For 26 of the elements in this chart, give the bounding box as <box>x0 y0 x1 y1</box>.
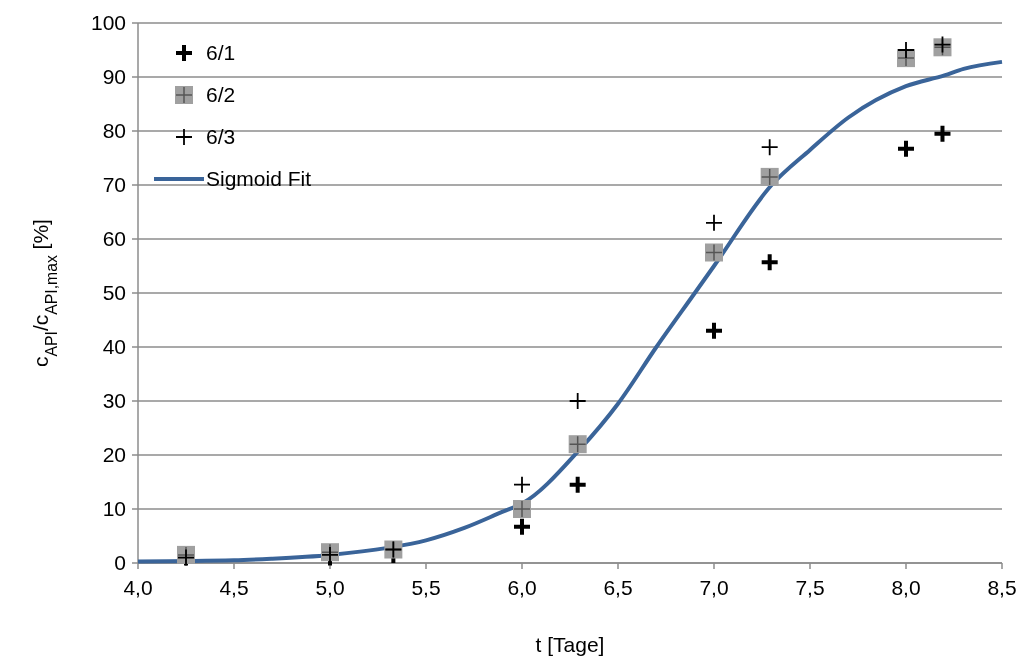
legend-label: Sigmoid Fit <box>206 167 312 191</box>
y-tick-label: 70 <box>102 173 126 197</box>
legend-label: 6/2 <box>206 83 236 107</box>
legend-label: 6/3 <box>206 125 236 149</box>
y-tick-label: 80 <box>102 119 126 143</box>
x-tick-label: 6,5 <box>603 576 633 599</box>
y-tick-label: 20 <box>102 443 126 467</box>
y-tick-label: 90 <box>102 65 126 89</box>
y-tick-label: 50 <box>102 281 126 305</box>
x-tick-label: 4,5 <box>219 576 249 599</box>
y-tick-label: 0 <box>114 551 126 575</box>
x-tick-label: 4,0 <box>123 576 153 599</box>
x-tick-label: 7,5 <box>795 576 825 599</box>
x-tick-label: 6,0 <box>507 576 537 599</box>
x-tick-label: 5,0 <box>315 576 345 599</box>
x-tick-label: 5,5 <box>411 576 441 599</box>
y-tick-label: 60 <box>102 227 126 251</box>
legend-label: 6/1 <box>206 41 236 65</box>
y-tick-label: 10 <box>102 497 126 521</box>
x-tick-label: 7,0 <box>699 576 729 599</box>
y-tick-label: 100 <box>90 11 126 35</box>
y-tick-label: 30 <box>102 389 126 413</box>
y-tick-label: 40 <box>102 335 126 359</box>
x-axis-title: t [Tage] <box>535 633 605 656</box>
x-tick-label: 8,0 <box>891 576 921 599</box>
x-tick-label: 8,5 <box>987 576 1017 599</box>
